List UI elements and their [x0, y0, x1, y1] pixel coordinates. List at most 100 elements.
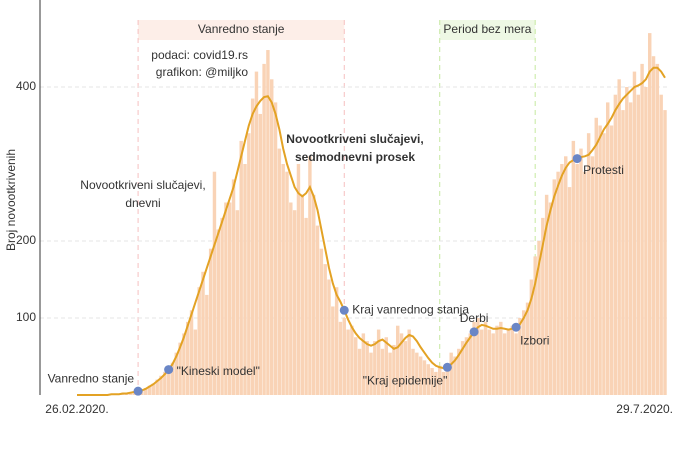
bar [144, 388, 148, 395]
bar [632, 71, 637, 395]
bar [354, 337, 358, 395]
bar [644, 87, 648, 395]
bar [254, 71, 259, 395]
bar [388, 352, 392, 395]
bar [308, 156, 312, 395]
bar [357, 348, 362, 395]
bar [312, 194, 316, 395]
series-label: dnevni [125, 196, 160, 210]
bar [655, 63, 660, 396]
y-tick-label: 100 [16, 310, 36, 324]
bar [369, 352, 373, 395]
bar [506, 329, 511, 395]
bar [403, 341, 408, 395]
bar [583, 171, 587, 395]
bar [495, 325, 499, 395]
bar [296, 164, 301, 395]
bar [361, 333, 366, 395]
bar [548, 202, 553, 395]
bar [598, 125, 602, 395]
series-label: Novootkriveni slučajevi, [80, 178, 205, 192]
bar [270, 79, 274, 396]
bar [235, 210, 240, 395]
bar [602, 133, 606, 395]
bar [453, 356, 457, 395]
bar [380, 348, 385, 395]
bar [560, 164, 564, 395]
bar [415, 352, 419, 395]
bar [285, 171, 289, 395]
event-label: "Kraj epidemije" [363, 373, 448, 387]
event-dot [339, 305, 349, 315]
band-label: Period bez mera [443, 22, 531, 36]
bar [174, 352, 178, 395]
bar [491, 333, 495, 395]
bar [262, 63, 266, 396]
event-label: Vanredno stanje [48, 371, 135, 385]
bar [216, 229, 220, 395]
bar [273, 102, 278, 396]
bar [537, 241, 541, 395]
event-label: Protesti [583, 163, 624, 177]
bar [228, 202, 232, 395]
event-dot [133, 386, 143, 396]
series-label: sedmodnevni prosek [295, 150, 415, 164]
event-dot [469, 327, 479, 337]
y-tick-label: 200 [16, 233, 36, 247]
bar [476, 318, 480, 395]
bar [266, 50, 270, 395]
bar [434, 371, 438, 395]
series-label: Novootkriveni slučajevi, [286, 132, 423, 146]
bar [418, 356, 423, 395]
bar [544, 194, 549, 395]
bar [636, 94, 640, 395]
bar [529, 279, 534, 395]
band-header [439, 20, 536, 40]
bar [579, 148, 583, 395]
bar [659, 94, 663, 395]
bar [472, 321, 476, 395]
bar [411, 348, 415, 395]
bar [250, 98, 255, 396]
bar [625, 87, 629, 395]
bar [663, 110, 667, 395]
bar [564, 156, 568, 395]
bar [338, 321, 343, 395]
bar [159, 375, 163, 395]
bar [170, 362, 175, 395]
bar [392, 344, 396, 395]
band-label: Vanredno stanje [198, 22, 285, 36]
bar [346, 329, 350, 395]
band-header [138, 20, 345, 40]
event-dot [442, 362, 452, 372]
bar [567, 187, 572, 395]
bar [323, 264, 327, 395]
bar [193, 329, 198, 395]
bar [258, 113, 262, 395]
average-line [77, 66, 666, 396]
bar [445, 364, 450, 395]
y-tick-label: 400 [16, 79, 36, 93]
bar [510, 325, 514, 395]
bar [186, 321, 190, 395]
bar [289, 202, 293, 395]
bar [327, 279, 331, 395]
bar [575, 164, 579, 395]
bar [331, 306, 335, 395]
y-axis-label: Broj novootkrivenih [4, 149, 18, 251]
bar [640, 63, 644, 396]
bar [396, 325, 400, 395]
bar [426, 364, 430, 395]
bar [606, 102, 610, 396]
bar [571, 140, 576, 395]
bar [243, 164, 247, 395]
bar [441, 371, 446, 395]
event-label: "Kineski model" [177, 364, 260, 378]
bar [514, 333, 518, 395]
event-label: Kraj vanrednog stanja [352, 302, 469, 316]
bar [281, 164, 285, 395]
bar [197, 287, 201, 395]
bar [319, 248, 324, 395]
bar [586, 133, 591, 395]
bar [502, 333, 507, 395]
